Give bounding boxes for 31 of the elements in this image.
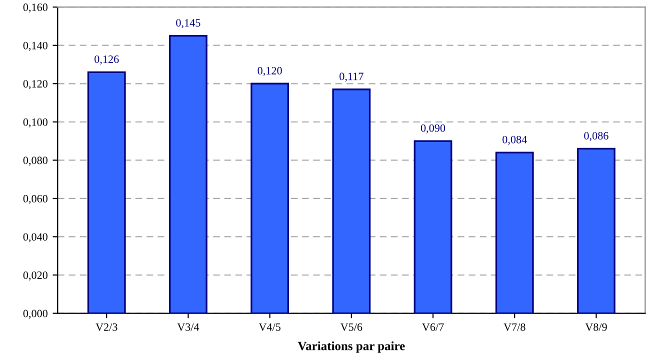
x-tick-label: V7/8: [504, 323, 526, 331]
bar: [332, 88, 371, 314]
bar: [495, 152, 534, 314]
bar: [87, 71, 126, 314]
x-tick-label: V6/7: [422, 323, 444, 331]
x-tick-label: V5/6: [340, 323, 362, 331]
data-label: 0,126: [94, 55, 119, 65]
data-label: 0,145: [176, 19, 200, 28]
y-tick-label: 0,000: [23, 310, 48, 319]
y-tick-label: 0,120: [23, 80, 48, 90]
bar: [577, 148, 616, 314]
x-tick-label: V8/9: [585, 323, 607, 331]
x-tick-label: V3/4: [177, 323, 200, 331]
y-tick-label: 0,140: [23, 42, 48, 51]
x-tick-label: V2/3: [96, 323, 118, 331]
bar: [169, 34, 208, 314]
data-label: 0,090: [420, 124, 446, 134]
y-tick-label: 0,100: [23, 118, 48, 128]
bar: [414, 140, 452, 314]
x-tick-label: V4/5: [258, 323, 280, 331]
y-tick-label: 0,060: [23, 194, 48, 204]
y-tick-label: 0,080: [23, 156, 48, 166]
data-label: 0,117: [340, 72, 364, 82]
data-label: 0,084: [502, 136, 527, 145]
y-tick-label: 0,040: [23, 233, 48, 242]
bar: [250, 82, 289, 314]
data-label: 0,120: [258, 66, 282, 76]
x-axis-title: Variations par paire: [298, 341, 405, 353]
data-label: 0,086: [584, 132, 608, 142]
y-tick-label: 0,160: [23, 4, 48, 13]
y-tick-label: 0,020: [23, 271, 48, 281]
